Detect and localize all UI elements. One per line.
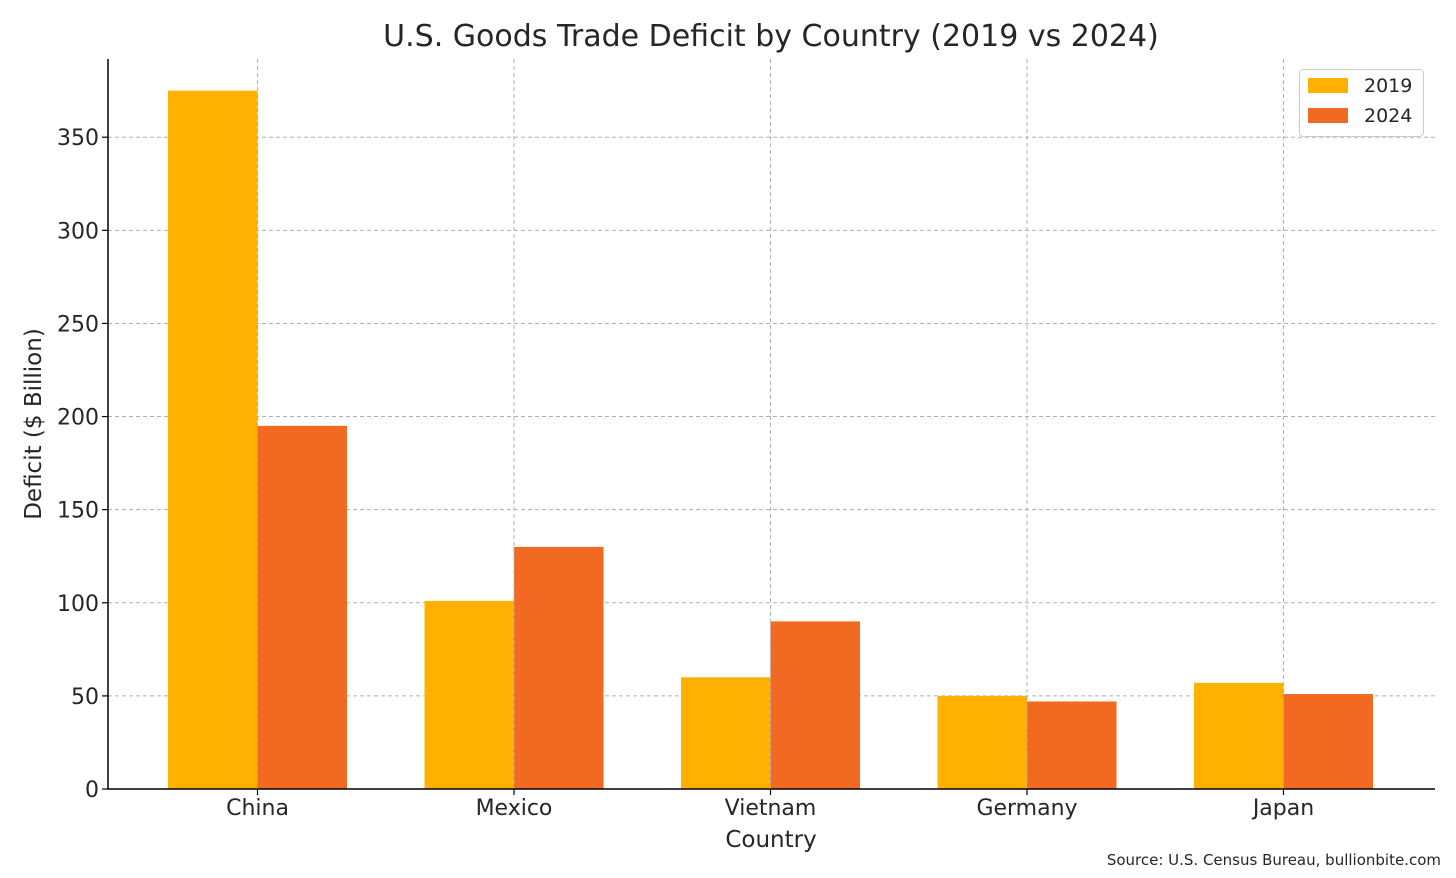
source-note: Source: U.S. Census Bureau, bullionbite.… xyxy=(1107,851,1441,869)
bar-2019-vietnam xyxy=(681,677,771,789)
x-tick-label: Germany xyxy=(976,796,1077,821)
y-tick-label: 100 xyxy=(57,592,99,617)
legend-swatch-2019 xyxy=(1308,78,1348,93)
y-tick-label: 200 xyxy=(57,406,99,431)
legend: 2019 2024 xyxy=(1299,69,1424,137)
y-tick-label: 350 xyxy=(57,126,99,151)
bar-2024-japan xyxy=(1283,694,1373,789)
y-axis-label: Deficit ($ Billion) xyxy=(21,328,47,520)
legend-swatch-2024 xyxy=(1308,108,1348,123)
bar-2024-germany xyxy=(1027,701,1117,789)
bar-2019-japan xyxy=(1194,682,1284,789)
x-axis-label: Country xyxy=(725,827,816,853)
x-tick-label: Mexico xyxy=(476,796,553,821)
y-tick-label: 50 xyxy=(71,685,99,710)
y-tick-label: 0 xyxy=(85,778,99,803)
x-tick-label: Vietnam xyxy=(725,796,817,821)
x-tick-label: China xyxy=(226,796,289,821)
x-tick-label: Japan xyxy=(1251,796,1314,821)
chart-title: U.S. Goods Trade Deficit by Country (201… xyxy=(383,19,1159,54)
y-tick-label: 300 xyxy=(57,219,99,244)
y-tick-label: 250 xyxy=(57,312,99,337)
bar-2024-vietnam xyxy=(770,621,860,789)
bar-2019-germany xyxy=(937,695,1027,789)
axes-layer xyxy=(107,59,1435,790)
bar-2024-mexico xyxy=(514,546,604,789)
bar-2019-china xyxy=(168,90,258,790)
ticks-layer: 0 50 100 150 200 250 300 350 China Mexico Vietnam G… xyxy=(57,126,1314,821)
legend-label-2024: 2024 xyxy=(1364,105,1412,127)
y-tick-label: 150 xyxy=(57,499,99,524)
bar-2019-mexico xyxy=(424,600,514,789)
bar-2024-china xyxy=(257,425,347,789)
legend-label-2019: 2019 xyxy=(1364,75,1412,97)
bars-layer xyxy=(168,59,1373,790)
